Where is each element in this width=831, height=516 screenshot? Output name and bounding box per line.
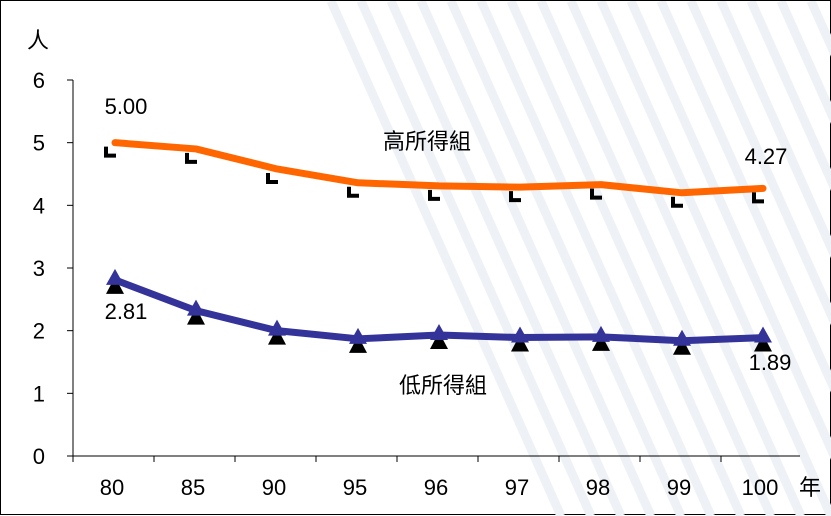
data-point — [430, 324, 448, 341]
data-label: 2.81 — [105, 299, 148, 324]
data-point — [185, 152, 197, 164]
background-stripe — [566, 1, 806, 516]
data-point — [266, 172, 278, 184]
data-point — [754, 326, 772, 343]
background-stripe — [596, 1, 831, 516]
x-tick-label: 96 — [424, 475, 448, 500]
background-stripe — [476, 1, 716, 516]
series-label: 高所得組 — [383, 129, 471, 154]
background-stripe — [326, 1, 566, 516]
data-point-shadow — [430, 332, 448, 350]
data-point — [187, 299, 205, 316]
background-stripe — [386, 1, 626, 516]
y-tick-label: 0 — [33, 444, 45, 469]
data-point-shadow — [187, 307, 205, 325]
y-tick-label: 4 — [33, 193, 45, 218]
data-point-shadow — [673, 337, 691, 355]
x-tick-label: 80 — [100, 475, 124, 500]
x-tick-label: 99 — [667, 475, 691, 500]
data-point — [511, 326, 529, 343]
data-point — [592, 325, 610, 342]
y-tick-label: 2 — [33, 319, 45, 344]
data-point — [590, 188, 602, 200]
background-stripes — [326, 1, 831, 516]
data-point — [104, 146, 116, 158]
background-stripe — [716, 1, 831, 259]
background-stripe — [356, 1, 596, 516]
background-stripe — [656, 1, 831, 393]
x-tick-label: 97 — [505, 475, 529, 500]
x-tick-label: 98 — [586, 475, 610, 500]
data-label: 4.27 — [745, 144, 788, 169]
data-point — [671, 196, 683, 208]
y-tick-label: 6 — [33, 68, 45, 93]
data-point-shadow — [349, 335, 367, 353]
data-point — [106, 268, 124, 285]
data-point — [347, 186, 359, 198]
data-point-shadow — [511, 334, 529, 352]
y-ticks: 0 1 2 3 4 5 6 — [33, 68, 73, 469]
x-tick-label: 100 — [742, 475, 779, 500]
data-point — [349, 327, 367, 344]
y-tick-label: 5 — [33, 131, 45, 156]
background-stripe — [686, 1, 831, 326]
background-stripe — [416, 1, 656, 516]
data-point — [752, 192, 764, 204]
y-tick-label: 3 — [33, 256, 45, 281]
y-axis-label: 人 — [27, 28, 49, 53]
data-point-shadow — [268, 327, 286, 345]
background-stripe — [626, 1, 831, 460]
markers — [104, 146, 772, 355]
x-tick-label: 90 — [262, 475, 286, 500]
x-tick-label: 85 — [181, 475, 205, 500]
data-point — [428, 189, 440, 201]
x-tick-label: 95 — [343, 475, 367, 500]
y-tick-label: 1 — [33, 381, 45, 406]
background-stripe — [506, 1, 746, 516]
data-point — [509, 191, 521, 203]
background-stripe — [746, 1, 831, 192]
x-ticks: 80 85 90 95 96 97 98 99 100 — [72, 456, 779, 500]
data-label: 1.89 — [749, 350, 792, 375]
x-axis-label: 年 — [799, 475, 821, 500]
data-point — [673, 329, 691, 346]
data-point-shadow — [592, 333, 610, 351]
series-line — [111, 139, 767, 197]
data-point — [268, 319, 286, 336]
background-stripe — [446, 1, 686, 516]
background-stripe — [776, 1, 831, 124]
background-stripe — [536, 1, 776, 516]
data-point-shadow — [106, 276, 124, 294]
series-label: 低所得組 — [399, 373, 487, 398]
data-label: 5.00 — [105, 94, 148, 119]
data-point-shadow — [754, 334, 772, 352]
